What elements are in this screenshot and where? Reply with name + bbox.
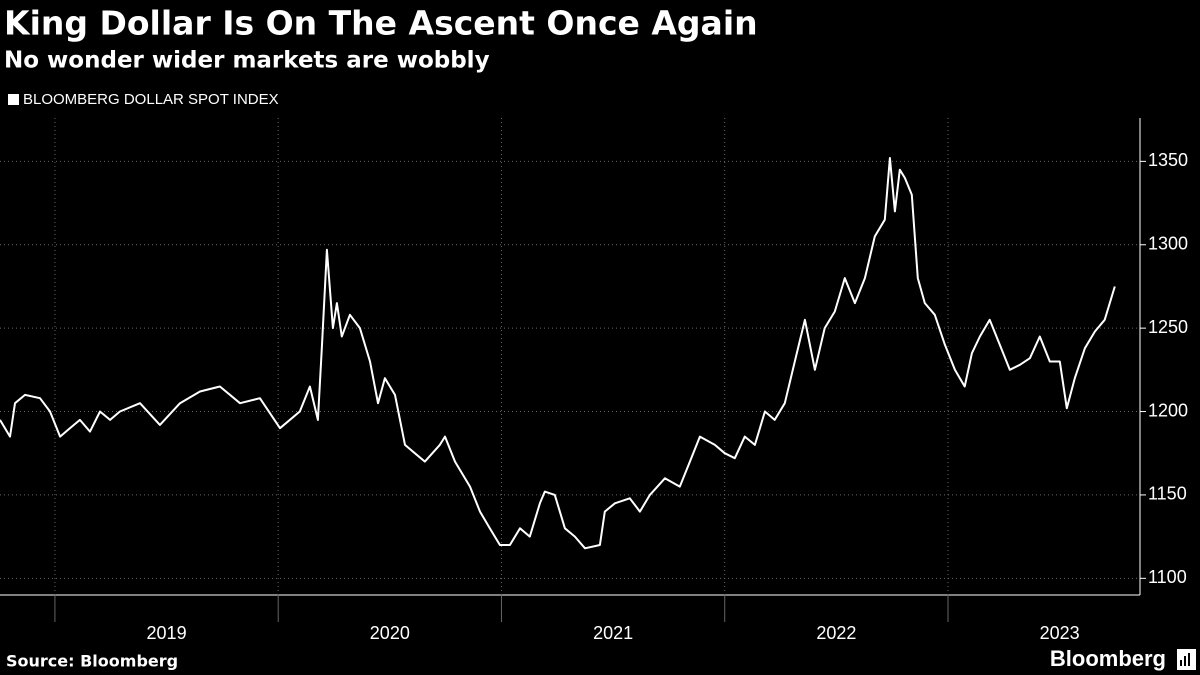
chart-subtitle: No wonder wider markets are wobbly: [4, 48, 490, 74]
x-tick-label: 2022: [816, 623, 856, 643]
y-tick-label: 1100: [1148, 567, 1187, 587]
x-tick-label: 2020: [370, 623, 410, 643]
brand-icon-glyph: [1180, 653, 1190, 666]
brand: Bloomberg: [1050, 646, 1166, 671]
x-tick-label: 2023: [1040, 623, 1080, 643]
chart-title: King Dollar Is On The Ascent Once Again: [4, 4, 758, 43]
series-line: [0, 157, 1116, 550]
source: Source: Bloomberg: [6, 652, 178, 671]
brand-icon: [1177, 649, 1196, 670]
y-tick-label: 1350: [1148, 150, 1188, 170]
x-tick-label: 2019: [147, 623, 187, 643]
legend-swatch: [8, 94, 19, 105]
y-tick-label: 1200: [1148, 400, 1188, 420]
y-tick-label: 1250: [1148, 317, 1188, 337]
y-tick-label: 1300: [1148, 234, 1188, 254]
y-tick-label: 1150: [1148, 484, 1187, 504]
legend-label: BLOOMBERG DOLLAR SPOT INDEX: [23, 91, 279, 108]
x-tick-label: 2021: [593, 623, 633, 643]
